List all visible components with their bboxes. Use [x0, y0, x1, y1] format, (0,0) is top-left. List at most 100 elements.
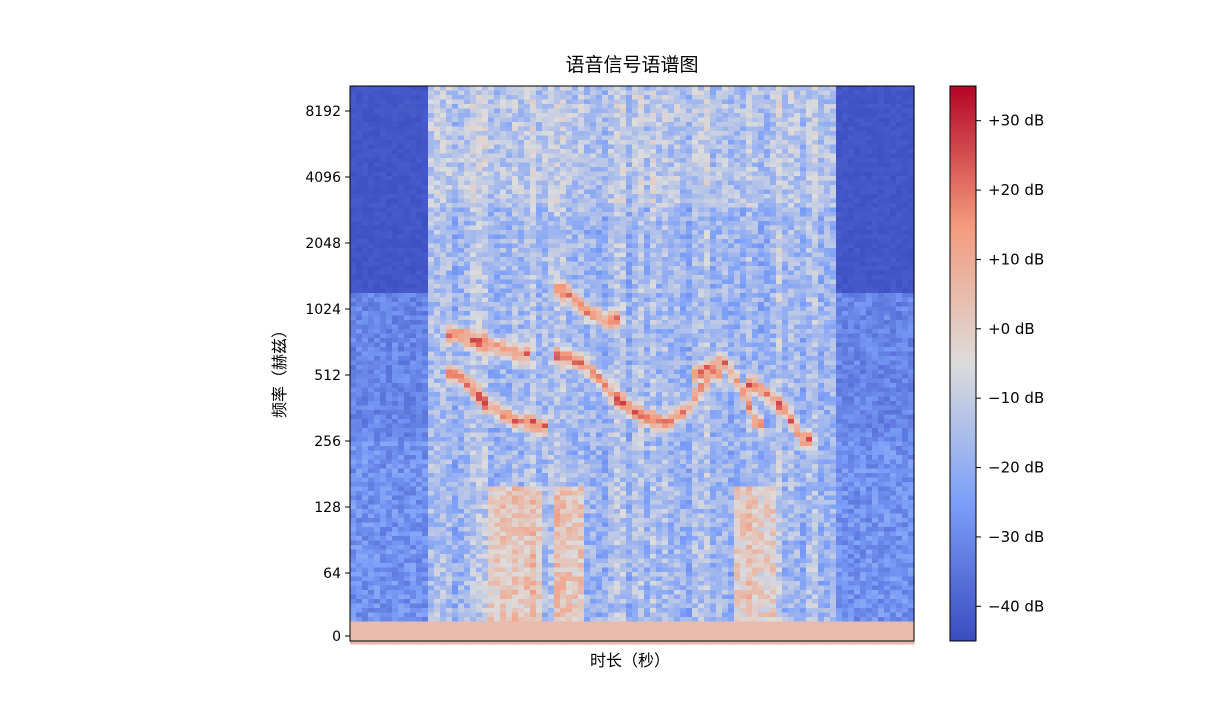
heatmap-cell	[560, 477, 567, 483]
heatmap-cell	[518, 423, 525, 429]
heatmap-cell	[368, 176, 375, 182]
heatmap-cell	[416, 288, 423, 294]
heatmap-cell	[386, 549, 393, 555]
heatmap-cell	[440, 531, 447, 537]
heatmap-cell	[548, 90, 555, 96]
heatmap-cell	[422, 450, 429, 456]
heatmap-cell	[584, 333, 591, 339]
heatmap-cell	[356, 401, 363, 407]
heatmap-cell	[422, 428, 429, 434]
heatmap-cell	[392, 171, 399, 177]
heatmap-cell	[548, 302, 555, 308]
heatmap-cell	[476, 225, 483, 231]
heatmap-cell	[530, 518, 537, 524]
heatmap-cell	[488, 549, 495, 555]
heatmap-cell	[398, 531, 405, 537]
heatmap-cell	[512, 203, 519, 209]
heatmap-cell	[554, 396, 561, 402]
heatmap-cell	[398, 338, 405, 344]
heatmap-cell	[578, 441, 585, 447]
heatmap-cell	[392, 576, 399, 582]
heatmap-cell	[404, 554, 411, 560]
heatmap-cell	[362, 122, 369, 128]
heatmap-cell	[512, 99, 519, 105]
heatmap-cell	[440, 387, 447, 393]
heatmap-cell	[530, 585, 537, 591]
heatmap-cell	[398, 423, 405, 429]
heatmap-cell	[422, 306, 429, 312]
heatmap-cell	[404, 126, 411, 132]
heatmap-cell	[440, 284, 447, 290]
heatmap-cell	[488, 500, 495, 506]
heatmap-cell	[422, 365, 429, 371]
heatmap-cell	[572, 441, 579, 447]
heatmap-cell	[476, 531, 483, 537]
heatmap-cell	[446, 603, 453, 609]
heatmap-cell	[572, 495, 579, 501]
heatmap-cell	[404, 531, 411, 537]
heatmap-cell	[518, 162, 525, 168]
heatmap-cell	[374, 185, 381, 191]
heatmap-cell	[434, 266, 441, 272]
heatmap-cell	[572, 99, 579, 105]
heatmap-cell	[578, 464, 585, 470]
heatmap-cell	[572, 414, 579, 420]
heatmap-cell	[428, 365, 435, 371]
heatmap-cell	[482, 477, 489, 483]
heatmap-cell	[386, 365, 393, 371]
heatmap-cell	[488, 374, 495, 380]
heatmap-cell	[494, 522, 501, 528]
heatmap-cell	[560, 590, 567, 596]
heatmap-cell	[404, 500, 411, 506]
heatmap-cell	[440, 113, 447, 119]
heatmap-cell	[482, 554, 489, 560]
heatmap-cell	[458, 626, 465, 632]
heatmap-cell	[590, 167, 597, 173]
heatmap-cell	[554, 221, 561, 227]
heatmap-cell	[440, 270, 447, 276]
heatmap-cell	[398, 392, 405, 398]
heatmap-cell	[374, 167, 381, 173]
heatmap-cell	[404, 581, 411, 587]
heatmap-cell	[506, 167, 513, 173]
heatmap-cell	[410, 509, 417, 515]
heatmap-cell	[512, 536, 519, 542]
heatmap-cell	[572, 225, 579, 231]
heatmap-cell	[458, 459, 465, 465]
heatmap-cell	[374, 333, 381, 339]
heatmap-cell	[512, 180, 519, 186]
heatmap-cell	[548, 635, 555, 641]
heatmap-cell	[560, 144, 567, 150]
heatmap-cell	[566, 423, 573, 429]
heatmap-cell	[560, 342, 567, 348]
heatmap-cell	[494, 486, 501, 492]
heatmap-cell	[530, 491, 537, 497]
heatmap-cell	[374, 450, 381, 456]
heatmap-cell	[386, 621, 393, 627]
heatmap-cell	[350, 486, 357, 492]
heatmap-cell	[398, 414, 405, 420]
heatmap-cell	[536, 356, 543, 362]
heatmap-cell	[374, 504, 381, 510]
heatmap-cell	[494, 612, 501, 618]
heatmap-cell	[446, 99, 453, 105]
heatmap-cell	[392, 468, 399, 474]
heatmap-cell	[416, 266, 423, 272]
heatmap-cell	[554, 477, 561, 483]
heatmap-cell	[512, 554, 519, 560]
heatmap-cell	[362, 594, 369, 600]
heatmap-cell	[560, 545, 567, 551]
heatmap-cell	[542, 369, 549, 375]
heatmap-cell	[356, 95, 363, 101]
heatmap-cell	[350, 531, 357, 537]
heatmap-cell	[548, 360, 555, 366]
heatmap-cell	[416, 500, 423, 506]
heatmap-cell	[542, 194, 549, 200]
heatmap-cell	[392, 401, 399, 407]
heatmap-cell	[428, 329, 435, 335]
heatmap-cell	[554, 288, 561, 294]
heatmap-cell	[464, 509, 471, 515]
heatmap-cell	[482, 320, 489, 326]
heatmap-cell	[470, 315, 477, 321]
heatmap-cell	[572, 549, 579, 555]
